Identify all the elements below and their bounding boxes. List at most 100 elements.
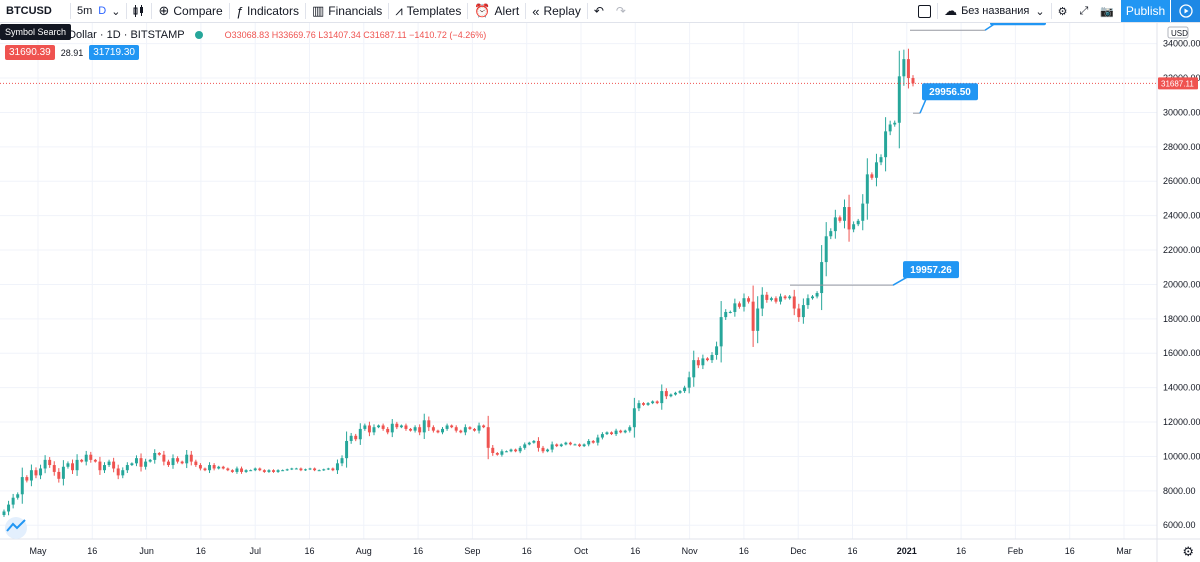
candle-body[interactable] [591, 440, 595, 443]
candle-body[interactable] [217, 466, 221, 469]
candle-body[interactable] [587, 440, 591, 445]
candle-body[interactable] [103, 465, 106, 471]
candle-body[interactable] [409, 428, 413, 431]
candle-body[interactable] [820, 262, 824, 294]
candle-body[interactable] [80, 459, 84, 462]
candle-body[interactable] [367, 425, 371, 433]
settings-button[interactable]: ⚙ [1052, 0, 1074, 22]
candle-body[interactable] [441, 428, 444, 433]
candle-body[interactable] [363, 425, 367, 429]
candle-body[interactable] [84, 454, 88, 462]
candle-body[interactable] [614, 430, 618, 435]
candle-body[interactable] [664, 391, 668, 397]
financials-button[interactable]: ▥ Financials [306, 0, 388, 22]
candle-body[interactable] [509, 449, 513, 452]
candle-body[interactable] [386, 428, 390, 433]
chart-style-button[interactable] [127, 0, 151, 22]
candle-body[interactable] [737, 303, 741, 307]
candle-body[interactable] [555, 444, 559, 447]
candle-body[interactable] [162, 454, 166, 462]
candle-body[interactable] [66, 463, 70, 467]
candle-body[interactable] [253, 468, 257, 471]
candle-body[interactable] [377, 425, 381, 428]
candle-body[interactable] [632, 408, 636, 428]
candle-body[interactable] [240, 468, 244, 472]
candle-body[interactable] [518, 447, 522, 452]
candle-body[interactable] [500, 451, 504, 455]
candle-body[interactable] [29, 470, 33, 481]
candle-body[interactable] [413, 427, 417, 431]
candle-body[interactable] [582, 444, 586, 447]
candle-body[interactable] [148, 459, 152, 462]
candle-body[interactable] [495, 453, 499, 455]
candle-body[interactable] [436, 430, 440, 433]
candle-body[interactable] [806, 298, 810, 306]
publish-button[interactable]: Publish [1121, 0, 1170, 22]
candle-body[interactable] [756, 308, 760, 331]
candle-body[interactable] [610, 432, 614, 435]
candle-body[interactable] [431, 427, 435, 431]
candle-body[interactable] [134, 458, 138, 464]
candle-body[interactable] [427, 420, 431, 428]
symbol-search-button[interactable]: BTCUSD [6, 5, 52, 17]
candle-body[interactable] [902, 59, 906, 77]
redo-button[interactable]: ↷ [610, 0, 632, 22]
candle-body[interactable] [605, 432, 609, 435]
candle-body[interactable] [788, 296, 792, 299]
candle-body[interactable] [43, 459, 47, 469]
candle-body[interactable] [683, 387, 687, 392]
candle-body[interactable] [7, 504, 11, 512]
candle-body[interactable] [198, 465, 202, 469]
candle-body[interactable] [504, 451, 508, 453]
snapshot-button[interactable]: 📷 [1094, 0, 1120, 22]
candle-body[interactable] [852, 224, 856, 230]
candle-body[interactable] [194, 461, 198, 466]
candle-body[interactable] [564, 442, 568, 445]
layout-menu[interactable]: ☁ Без названия ⌄ [938, 0, 1051, 22]
candle-body[interactable] [326, 468, 330, 470]
candle-body[interactable] [687, 377, 691, 388]
candle-body[interactable] [249, 470, 253, 472]
candle-body[interactable] [532, 440, 536, 443]
candle-body[interactable] [166, 461, 170, 466]
candle-body[interactable] [116, 468, 120, 476]
candle-body[interactable] [546, 449, 550, 452]
templates-button[interactable]: ⩘ Templates [389, 0, 467, 22]
undo-button[interactable]: ↶ [588, 0, 610, 22]
candle-body[interactable] [838, 217, 842, 221]
candle-body[interactable] [454, 427, 458, 431]
candle-body[interactable] [696, 360, 700, 366]
candle-body[interactable] [596, 437, 600, 443]
candle-body[interactable] [651, 401, 655, 404]
candle-body[interactable] [276, 470, 280, 472]
candle-body[interactable] [71, 463, 75, 471]
candle-body[interactable] [760, 294, 764, 309]
candle-body[interactable] [642, 403, 645, 405]
candle-body[interactable] [418, 427, 422, 433]
candle-body[interactable] [267, 470, 271, 472]
indicators-button[interactable]: ƒ Indicators [230, 0, 305, 22]
candle-body[interactable] [705, 358, 709, 361]
candle-body[interactable] [811, 296, 814, 299]
candle-body[interactable] [491, 447, 495, 453]
candle-body[interactable] [272, 470, 275, 472]
candle-body[interactable] [399, 425, 403, 428]
candle-body[interactable] [125, 465, 129, 471]
candle-body[interactable] [765, 294, 769, 300]
compare-button[interactable]: ⊕ Compare [152, 0, 228, 22]
candle-body[interactable] [39, 468, 43, 476]
candle-body[interactable] [121, 470, 125, 476]
candle-body[interactable] [468, 427, 472, 429]
candle-body[interactable] [203, 468, 207, 471]
candle-body[interactable] [669, 394, 673, 397]
candle-body[interactable] [715, 346, 719, 355]
candle-body[interactable] [322, 469, 326, 471]
candle-body[interactable] [340, 458, 344, 464]
price-callout[interactable] [922, 83, 978, 101]
price-chart[interactable]: 6000.00 8000.00 10000.00 12000.00 14000.00 16… [0, 23, 1200, 562]
candle-body[interactable] [884, 131, 888, 158]
candle-body[interactable] [230, 470, 234, 472]
candle-body[interactable] [897, 76, 901, 123]
price-callout[interactable] [903, 261, 959, 279]
candle-body[interactable] [20, 477, 24, 495]
